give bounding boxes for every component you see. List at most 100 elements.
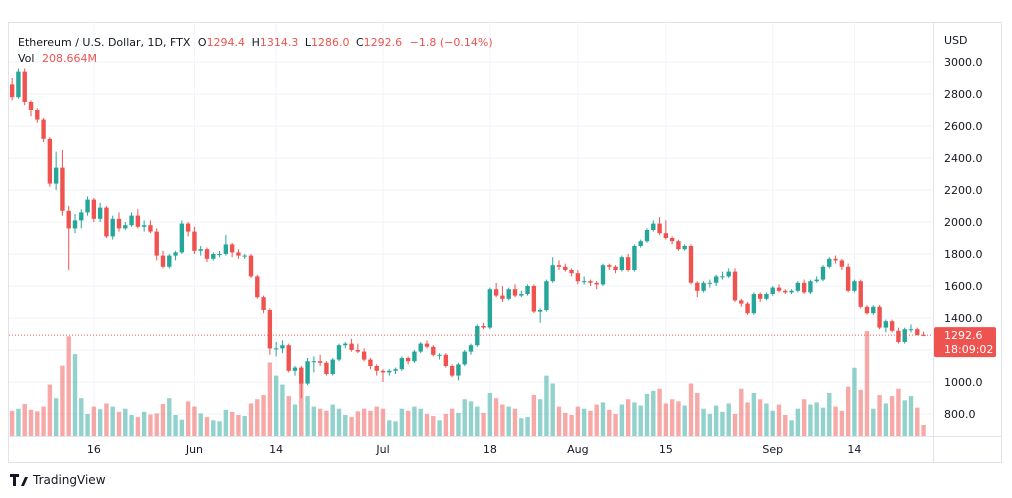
candle-body bbox=[858, 281, 863, 307]
volume-bar bbox=[908, 396, 914, 436]
candle-body bbox=[921, 334, 926, 336]
volume-bar bbox=[286, 396, 291, 436]
volume-bar bbox=[273, 375, 279, 436]
candle-body bbox=[217, 254, 222, 255]
volume-bar bbox=[16, 408, 21, 436]
volume-bar bbox=[91, 406, 97, 436]
volume-bar bbox=[47, 384, 53, 436]
volume-bar bbox=[833, 406, 838, 436]
volume-bar bbox=[198, 413, 203, 436]
volume-bar bbox=[569, 415, 574, 436]
candle-body bbox=[41, 119, 46, 139]
candle-body bbox=[110, 218, 115, 237]
legend-line: Ethereum / U.S. Dollar, 1D, FTX O1294.4 … bbox=[18, 36, 493, 49]
volume-bar bbox=[632, 402, 637, 436]
volume-bar bbox=[173, 415, 178, 436]
candle-body bbox=[343, 343, 348, 346]
candle-body bbox=[248, 255, 254, 277]
candle-body bbox=[638, 241, 643, 246]
volume-layer bbox=[9, 331, 926, 436]
candle-body bbox=[908, 329, 914, 331]
volume-bar bbox=[311, 406, 317, 436]
volume-bar bbox=[669, 399, 675, 436]
candle-body bbox=[889, 321, 895, 331]
candle-body bbox=[525, 286, 530, 294]
c-value: 1292.6 bbox=[364, 36, 403, 49]
candle-body bbox=[456, 364, 461, 376]
volume-bar bbox=[877, 395, 882, 436]
volume-bar bbox=[437, 420, 442, 436]
brand-logo[interactable]: TradingView bbox=[10, 473, 106, 487]
candle-body bbox=[192, 231, 197, 251]
candle-body bbox=[267, 310, 273, 349]
volume-bar bbox=[720, 411, 725, 436]
volume-bar bbox=[638, 405, 643, 436]
chart-frame bbox=[8, 22, 1002, 463]
volume-bar bbox=[613, 413, 618, 436]
candle-body bbox=[405, 358, 411, 362]
candle-body bbox=[60, 167, 65, 211]
candle-body bbox=[368, 359, 373, 366]
candle-body bbox=[116, 218, 122, 229]
volume-bar bbox=[154, 413, 159, 436]
candle-body bbox=[85, 199, 90, 213]
c-key: C bbox=[356, 36, 364, 49]
volume-bar bbox=[116, 411, 122, 436]
volume-bar bbox=[739, 388, 744, 436]
candle-body bbox=[66, 210, 71, 229]
price-badge-value: 1292.6 bbox=[944, 329, 983, 342]
candle-body bbox=[493, 289, 499, 296]
y-tick-label: 1800.0 bbox=[944, 248, 983, 261]
volume-bar bbox=[506, 406, 511, 436]
candle-body bbox=[223, 244, 229, 254]
o-key: O bbox=[198, 36, 207, 49]
volume-bar bbox=[644, 394, 650, 436]
volume-bar bbox=[9, 410, 15, 436]
candle-body bbox=[35, 110, 40, 120]
volume-bar bbox=[701, 408, 706, 436]
candle-body bbox=[53, 167, 59, 184]
volume-bar bbox=[72, 354, 78, 436]
volume-bar bbox=[380, 408, 386, 436]
volume-bar bbox=[757, 399, 763, 436]
candle-body bbox=[569, 270, 574, 274]
y-tick-label: 3000.0 bbox=[944, 56, 983, 69]
volume-bar bbox=[619, 404, 625, 436]
candle-body bbox=[632, 246, 637, 270]
logo-mark bbox=[10, 474, 28, 486]
vol-value: 208.664M bbox=[42, 52, 97, 65]
volume-bar bbox=[695, 392, 700, 436]
volume-bar bbox=[85, 413, 90, 436]
candle-body bbox=[732, 271, 738, 301]
y-tick-label: 1400.0 bbox=[944, 312, 983, 325]
volume-bar bbox=[412, 406, 417, 436]
candle-body bbox=[47, 138, 53, 184]
candle-body bbox=[839, 260, 845, 267]
volume-bar bbox=[35, 411, 40, 436]
volume-bar bbox=[688, 383, 694, 436]
candle-body bbox=[399, 358, 405, 370]
volume-bar bbox=[192, 406, 197, 436]
volume-bar bbox=[22, 403, 27, 436]
candle-body bbox=[657, 223, 662, 234]
candle-layer bbox=[9, 68, 926, 398]
candle-body bbox=[273, 348, 279, 350]
volume-bar bbox=[443, 413, 449, 436]
candle-body bbox=[141, 225, 147, 227]
candle-body bbox=[16, 71, 21, 98]
candle-body bbox=[179, 223, 185, 253]
volume-bar bbox=[732, 413, 738, 436]
candle-body bbox=[160, 255, 166, 267]
volume-bar bbox=[751, 392, 757, 436]
volume-bar bbox=[902, 400, 907, 436]
candle-body bbox=[776, 287, 782, 291]
volume-bar bbox=[512, 408, 518, 436]
volume-bar bbox=[726, 403, 731, 436]
volume-bar bbox=[519, 418, 524, 436]
candle-body bbox=[739, 300, 744, 304]
volume-bar bbox=[317, 408, 323, 436]
volume-bar bbox=[651, 390, 656, 436]
candle-body bbox=[770, 287, 775, 294]
candle-body bbox=[883, 321, 889, 328]
candle-body bbox=[311, 361, 317, 363]
